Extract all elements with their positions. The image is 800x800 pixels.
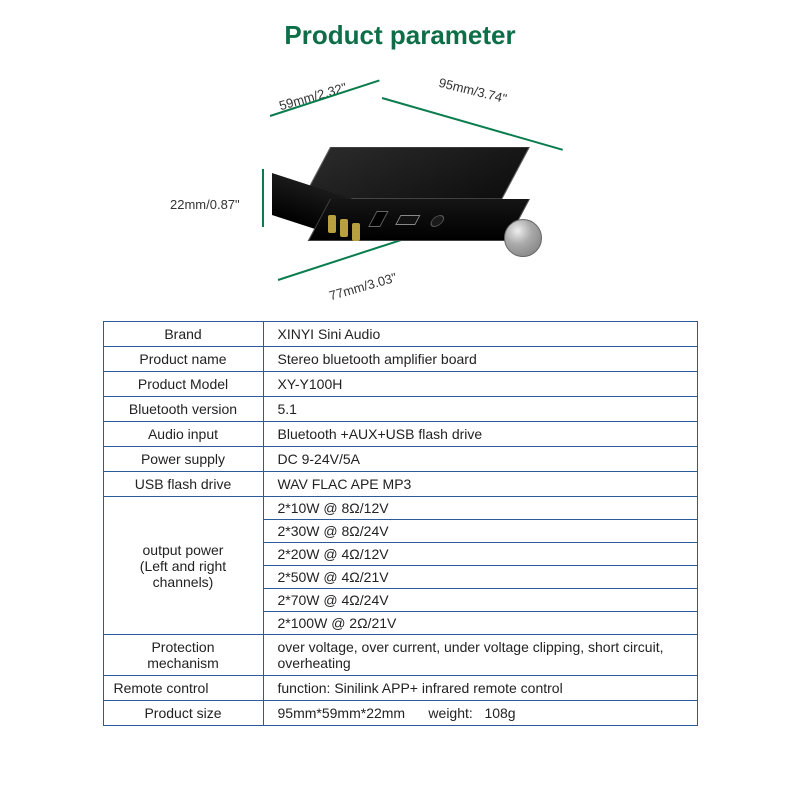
- spec-label: Product name: [103, 347, 263, 372]
- spec-value: Bluetooth +AUX+USB flash drive: [263, 422, 697, 447]
- spec-value: function: Sinilink APP+ infrared remote …: [263, 676, 697, 701]
- spec-value: XINYI Sini Audio: [263, 322, 697, 347]
- spec-value: 2*20W @ 4Ω/12V: [263, 543, 697, 566]
- spec-label: Power supply: [103, 447, 263, 472]
- dim-top-right: 95mm/3.74": [437, 75, 508, 106]
- spec-value: DC 9-24V/5A: [263, 447, 697, 472]
- spec-value: 95mm*59mm*22mm weight: 108g: [263, 701, 697, 726]
- table-row: Bluetooth version5.1: [103, 397, 697, 422]
- table-row: BrandXINYI Sini Audio: [103, 322, 697, 347]
- dim-left: 22mm/0.87": [170, 197, 240, 212]
- product-diagram: 59mm/2.32" 95mm/3.74" 22mm/0.87" 77mm/3.…: [170, 69, 630, 309]
- spec-value: over voltage, over current, under voltag…: [263, 635, 697, 676]
- spec-value: XY-Y100H: [263, 372, 697, 397]
- spec-label: Remote control: [103, 676, 263, 701]
- spec-label: Protection mechanism: [103, 635, 263, 676]
- table-row: USB flash driveWAV FLAC APE MP3: [103, 472, 697, 497]
- spec-label: Product size: [103, 701, 263, 726]
- spec-value: 2*10W @ 8Ω/12V: [263, 497, 697, 520]
- spec-label: Audio input: [103, 422, 263, 447]
- table-row: Remote control function: Sinilink APP+ i…: [103, 676, 697, 701]
- spec-value: 2*70W @ 4Ω/24V: [263, 589, 697, 612]
- spec-label: Product Model: [103, 372, 263, 397]
- page-title: Product parameter: [284, 20, 515, 51]
- spec-value: 5.1: [263, 397, 697, 422]
- spec-value: WAV FLAC APE MP3: [263, 472, 697, 497]
- table-row: Product nameStereo bluetooth amplifier b…: [103, 347, 697, 372]
- spec-label: output power (Left and right channels): [103, 497, 263, 635]
- spec-value: 2*100W @ 2Ω/21V: [263, 612, 697, 635]
- table-row: Product ModelXY-Y100H: [103, 372, 697, 397]
- table-row: Audio inputBluetooth +AUX+USB flash driv…: [103, 422, 697, 447]
- spec-label: Bluetooth version: [103, 397, 263, 422]
- product-render: [300, 129, 560, 279]
- spec-label: Brand: [103, 322, 263, 347]
- spec-value: 2*30W @ 8Ω/24V: [263, 520, 697, 543]
- table-row: Product size95mm*59mm*22mm weight: 108g: [103, 701, 697, 726]
- table-row: output power (Left and right channels) 2…: [103, 497, 697, 520]
- spec-value: 2*50W @ 4Ω/21V: [263, 566, 697, 589]
- table-row: Protection mechanismover voltage, over c…: [103, 635, 697, 676]
- spec-value: Stereo bluetooth amplifier board: [263, 347, 697, 372]
- volume-knob: [504, 219, 542, 257]
- table-row: Power supplyDC 9-24V/5A: [103, 447, 697, 472]
- spec-table: BrandXINYI Sini Audio Product nameStereo…: [103, 321, 698, 726]
- spec-label: USB flash drive: [103, 472, 263, 497]
